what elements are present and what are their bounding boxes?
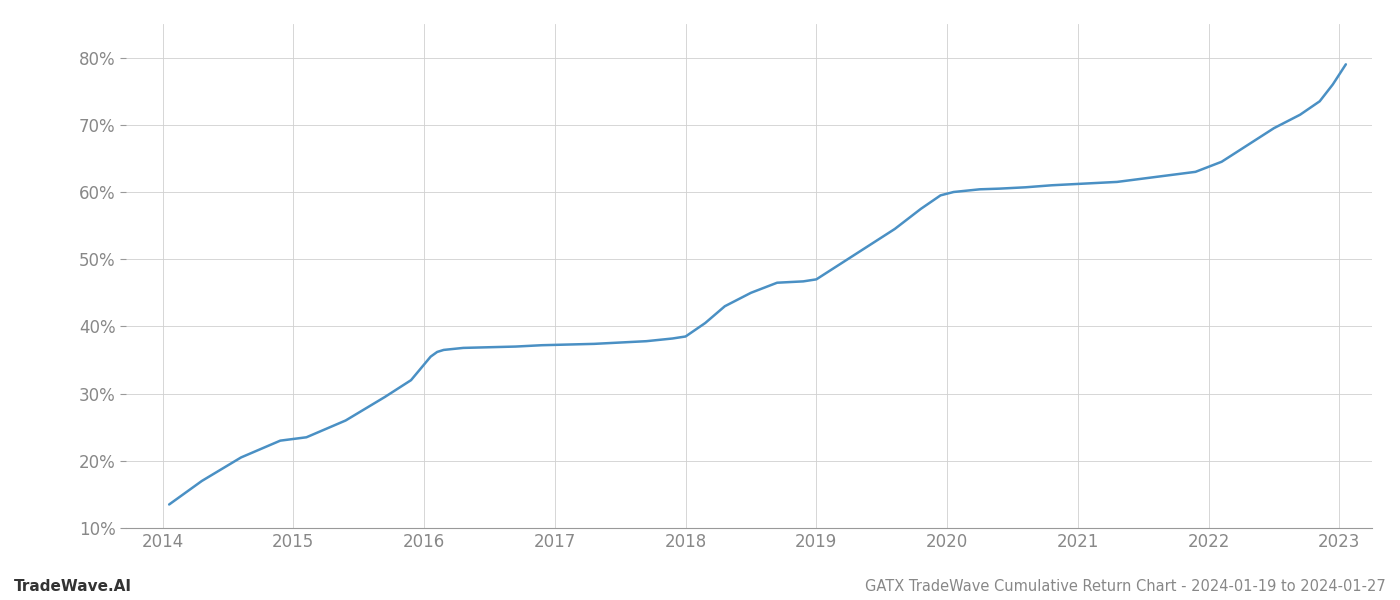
Text: GATX TradeWave Cumulative Return Chart - 2024-01-19 to 2024-01-27: GATX TradeWave Cumulative Return Chart -… — [865, 579, 1386, 594]
Text: TradeWave.AI: TradeWave.AI — [14, 579, 132, 594]
